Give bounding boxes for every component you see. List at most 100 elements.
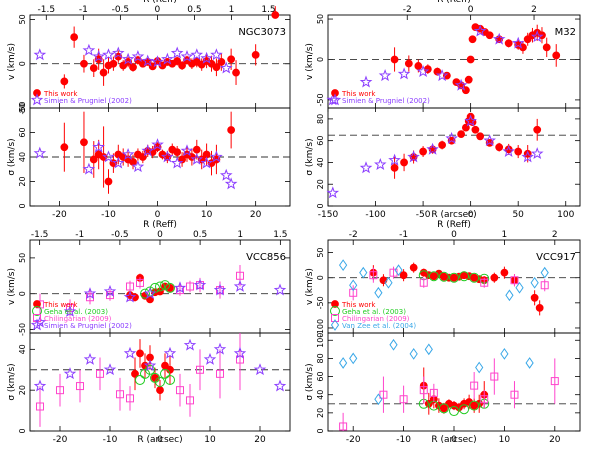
data-point — [374, 286, 383, 299]
top-tick-label: 0 — [451, 230, 457, 240]
legend-label: Geha et al. (2003) — [44, 308, 108, 316]
data-point — [469, 400, 480, 411]
sigma-axis-title: σ (km/s) — [305, 363, 315, 400]
data-point — [155, 281, 165, 292]
series-simien-prugniel-2002- — [326, 24, 544, 106]
data-point — [173, 57, 182, 65]
bottom-tick-label: -10 — [101, 210, 116, 220]
data-point — [419, 147, 427, 156]
galaxy-name: M32 — [555, 27, 576, 38]
y-tick-label: 60 — [18, 127, 27, 137]
y-tick-label: 60 — [316, 136, 325, 146]
data-point — [500, 268, 509, 277]
series-simien-prugniel-2002- — [326, 114, 544, 199]
data-point — [232, 68, 240, 77]
data-point — [435, 69, 449, 82]
top-tick-label: -1 — [75, 230, 84, 240]
data-point — [515, 281, 524, 294]
sigma-panel: 0 20 40 60 80 σ (km/s) — [7, 103, 291, 209]
data-point — [419, 386, 428, 395]
sigma-panel: 0 20 40σ (km/s) — [7, 332, 291, 434]
data-point — [273, 379, 287, 392]
y-tick-label: 80 — [316, 114, 325, 124]
top-tick-label: 0 — [468, 5, 474, 15]
data-point — [166, 284, 174, 292]
data-point — [190, 48, 204, 61]
data-point — [160, 368, 170, 379]
bottom-tick-label: 0 — [155, 210, 161, 220]
data-point — [490, 372, 499, 381]
y-tick-label: 0 — [18, 61, 27, 66]
top-axis-title: R (Reff) — [143, 220, 177, 230]
legend-marker — [331, 89, 339, 97]
data-point — [438, 141, 447, 149]
legend-label: Simien & Prugniel (2002) — [44, 97, 132, 105]
data-point — [521, 150, 534, 163]
series-chilingarian-2009- — [339, 358, 559, 431]
data-point — [126, 282, 134, 291]
y-tick-label: -50 — [18, 323, 27, 336]
y-tick-label: 50 — [316, 247, 325, 257]
data-point — [180, 49, 194, 62]
legend-label: Chilingarian (2009) — [44, 315, 112, 323]
galaxy-name: NGC3073 — [238, 27, 286, 38]
data-point — [173, 148, 182, 157]
legend-marker — [30, 318, 44, 331]
data-point — [471, 125, 480, 134]
data-point — [140, 288, 150, 299]
data-point — [213, 342, 227, 355]
data-point — [485, 31, 494, 40]
y-tick-label: 0 — [18, 291, 27, 296]
data-point — [490, 273, 499, 282]
data-point — [419, 278, 428, 287]
data-point — [540, 266, 549, 279]
data-point — [103, 284, 117, 297]
data-point — [176, 286, 184, 295]
series-simien-prugniel-2002- — [33, 338, 287, 392]
data-point — [143, 359, 157, 372]
data-point — [92, 49, 105, 62]
data-point — [143, 58, 152, 66]
data-point — [212, 63, 221, 72]
data-point — [552, 51, 561, 60]
data-point — [514, 147, 523, 156]
data-point — [374, 157, 387, 170]
data-point — [63, 304, 77, 317]
data-point — [129, 63, 137, 72]
data-point — [359, 161, 373, 174]
data-point — [454, 78, 468, 91]
data-point — [399, 395, 408, 404]
data-point — [495, 143, 504, 152]
top-tick-label: 0 — [157, 230, 163, 240]
data-point — [80, 138, 88, 147]
top-axis-title: R (Reff) — [437, 220, 471, 230]
series-this-work — [390, 112, 542, 179]
series-simien-prugniel-2002- — [33, 43, 233, 74]
y-tick-label: -50 — [18, 101, 27, 114]
data-point — [109, 59, 118, 68]
data-point — [131, 160, 145, 173]
sigma-panel: 0 20 40 60 80 100 σ (km/s) — [305, 332, 581, 434]
data-point — [483, 134, 496, 147]
data-point — [151, 55, 164, 68]
data-point — [457, 130, 466, 139]
bottom-tick-label: 0 — [157, 435, 163, 445]
data-point — [273, 283, 287, 296]
data-point — [390, 55, 399, 64]
data-point — [112, 156, 125, 169]
data-point — [186, 396, 194, 405]
data-point — [394, 264, 403, 277]
bottom-tick-label: 0 — [451, 435, 457, 445]
top-tick-label: 0.5 — [193, 230, 207, 240]
data-point — [161, 150, 174, 163]
data-point — [141, 54, 155, 67]
legend-label: Geha et al. (2003) — [342, 308, 406, 316]
top-axis-title: R (Reff) — [437, 0, 471, 5]
data-point — [339, 357, 348, 369]
data-point — [63, 367, 77, 380]
data-point — [449, 406, 459, 417]
data-point — [36, 402, 44, 411]
legend-marker — [32, 306, 42, 316]
data-point — [86, 293, 94, 302]
